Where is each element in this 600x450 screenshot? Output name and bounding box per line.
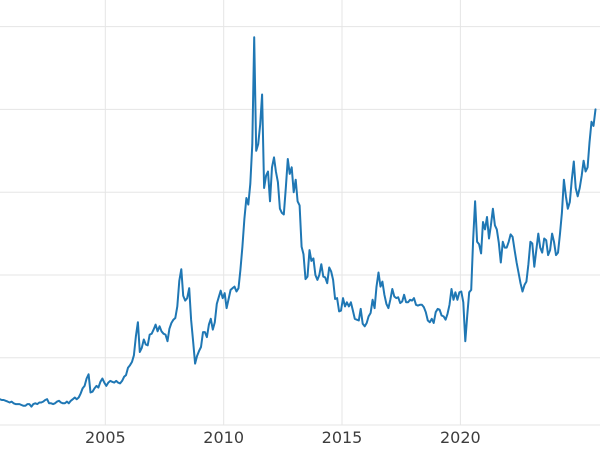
x-tick-label-2005: 2005 — [84, 428, 126, 447]
x-tick-label-2015: 2015 — [321, 428, 363, 447]
x-tick-label-2010: 2010 — [203, 428, 245, 447]
x-tick-label-2020: 2020 — [439, 428, 481, 447]
price-line — [0, 36, 597, 408]
